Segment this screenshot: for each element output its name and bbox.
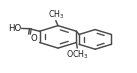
Text: OCH$_3$: OCH$_3$ bbox=[66, 48, 89, 61]
Text: HO: HO bbox=[8, 24, 22, 33]
Text: O: O bbox=[31, 34, 38, 43]
Text: CH$_3$: CH$_3$ bbox=[48, 8, 64, 21]
